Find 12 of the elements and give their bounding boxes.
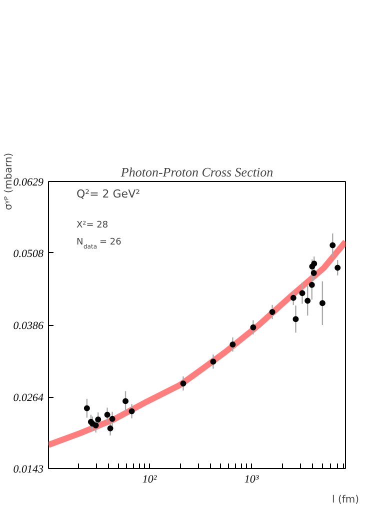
y-tick-label: 0.0264 [13,392,44,404]
x-axis-title: l (fm) [332,494,360,506]
x-tick-label: 10³ [244,474,260,486]
annotation: Q²= 2 GeV² [76,188,140,200]
y-tick-label: 0.0629 [13,176,44,188]
y-axis-title: σᵞᴾ (mbarn) [3,152,14,210]
annotation: X²= 28 [76,220,108,230]
x-tick-label: 10² [142,474,158,486]
y-tick-label: 0.0143 [13,464,44,476]
y-tick-label: 0.0386 [13,320,44,332]
y-tick-label: 0.0508 [13,248,44,260]
chart-title: Photon-Proton Cross Section [120,164,274,180]
